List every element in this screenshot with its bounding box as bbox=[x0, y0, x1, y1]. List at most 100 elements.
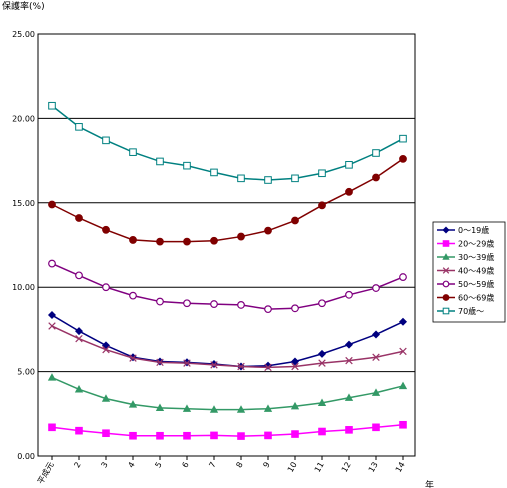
series-line bbox=[51, 262, 404, 310]
data-point bbox=[102, 225, 110, 234]
series-line bbox=[51, 105, 404, 181]
y-axis-label: 保護率(%) bbox=[2, 0, 45, 12]
data-point-stroke bbox=[264, 363, 272, 372]
data-point bbox=[47, 311, 57, 320]
y-tick-label: 10.00 bbox=[12, 283, 35, 292]
x-tick-label: 3 bbox=[99, 461, 109, 470]
data-point bbox=[48, 259, 56, 268]
data-point-stroke bbox=[291, 362, 299, 371]
series-line bbox=[51, 376, 404, 411]
data-point bbox=[317, 398, 327, 406]
data-point bbox=[345, 187, 353, 196]
data-point bbox=[129, 431, 137, 440]
data-point bbox=[75, 271, 83, 280]
x-tick-label: 6 bbox=[180, 461, 190, 470]
data-point bbox=[264, 176, 272, 184]
data-point bbox=[318, 299, 326, 308]
series bbox=[48, 155, 407, 246]
x-tick-label: 2 bbox=[72, 461, 82, 470]
data-point bbox=[291, 174, 299, 183]
data-point bbox=[442, 240, 450, 247]
data-point bbox=[156, 157, 164, 166]
data-point bbox=[102, 429, 110, 438]
legend-label: 30～39歳 bbox=[458, 252, 494, 262]
data-point bbox=[345, 161, 353, 169]
data-point bbox=[75, 123, 83, 131]
data-point bbox=[290, 357, 300, 366]
data-point bbox=[372, 149, 380, 157]
legend-item: 60～69歳 bbox=[437, 293, 494, 303]
legend-item: 30～39歳 bbox=[437, 252, 494, 262]
data-point bbox=[156, 431, 164, 440]
data-point bbox=[291, 362, 299, 371]
data-point bbox=[156, 297, 164, 306]
data-point bbox=[129, 354, 137, 362]
series bbox=[48, 420, 407, 440]
series bbox=[47, 373, 408, 413]
data-point bbox=[75, 426, 83, 435]
data-point bbox=[264, 226, 272, 235]
data-point-stroke bbox=[75, 334, 83, 343]
data-point bbox=[372, 284, 380, 292]
data-point bbox=[398, 381, 408, 390]
y-axis-ticks: 0.00 5.00 10.00 15.00 20.00 25.00 bbox=[12, 30, 35, 461]
data-point bbox=[210, 300, 218, 308]
series bbox=[48, 322, 407, 372]
data-point bbox=[345, 426, 353, 434]
legend-label: 70歳～ bbox=[458, 306, 484, 316]
data-point bbox=[237, 362, 245, 371]
series-line bbox=[51, 158, 404, 243]
data-point bbox=[74, 384, 84, 393]
data-point-stroke bbox=[129, 354, 137, 362]
x-tick-label: 14 bbox=[394, 461, 407, 474]
x-tick-label: 13 bbox=[367, 461, 380, 474]
data-point bbox=[399, 155, 407, 163]
data-point bbox=[237, 432, 245, 440]
data-point bbox=[442, 307, 450, 315]
data-point bbox=[156, 237, 164, 246]
x-tick-label: 12 bbox=[340, 461, 353, 474]
data-point bbox=[237, 174, 245, 183]
data-point bbox=[290, 401, 300, 410]
legend-label: 0～19歳 bbox=[458, 225, 489, 235]
legend-label: 50～59歳 bbox=[458, 279, 494, 289]
data-point bbox=[442, 267, 450, 274]
data-point bbox=[291, 304, 299, 313]
data-point-stroke bbox=[237, 362, 245, 371]
data-point bbox=[210, 361, 218, 369]
y-tick-label: 25.00 bbox=[12, 30, 35, 39]
data-point-stroke bbox=[442, 267, 450, 274]
data-point-stroke bbox=[345, 356, 353, 365]
data-point bbox=[183, 299, 191, 308]
data-point bbox=[183, 237, 191, 246]
data-point bbox=[264, 363, 272, 372]
x-tick-label: 9 bbox=[261, 461, 271, 470]
series-line bbox=[51, 325, 404, 369]
data-point bbox=[318, 169, 326, 178]
data-point bbox=[237, 301, 245, 309]
data-point bbox=[210, 431, 218, 440]
plot-area bbox=[37, 33, 416, 457]
data-point bbox=[48, 423, 56, 432]
data-point bbox=[345, 290, 353, 299]
data-point bbox=[345, 356, 353, 365]
data-point bbox=[101, 341, 111, 350]
data-point bbox=[102, 345, 110, 354]
data-point-stroke bbox=[156, 358, 164, 367]
data-point bbox=[237, 232, 245, 241]
data-point bbox=[183, 359, 191, 367]
data-point bbox=[210, 236, 218, 245]
data-point bbox=[48, 322, 56, 330]
series-line bbox=[51, 424, 404, 437]
series bbox=[48, 101, 407, 184]
series bbox=[48, 259, 407, 314]
data-point bbox=[102, 136, 110, 145]
data-point bbox=[129, 291, 137, 300]
data-point bbox=[398, 317, 408, 326]
data-point-stroke bbox=[318, 359, 326, 367]
data-point bbox=[399, 420, 407, 429]
data-point bbox=[442, 253, 450, 260]
data-point-stroke bbox=[372, 353, 380, 361]
data-point bbox=[372, 353, 380, 361]
data-point bbox=[318, 427, 326, 436]
